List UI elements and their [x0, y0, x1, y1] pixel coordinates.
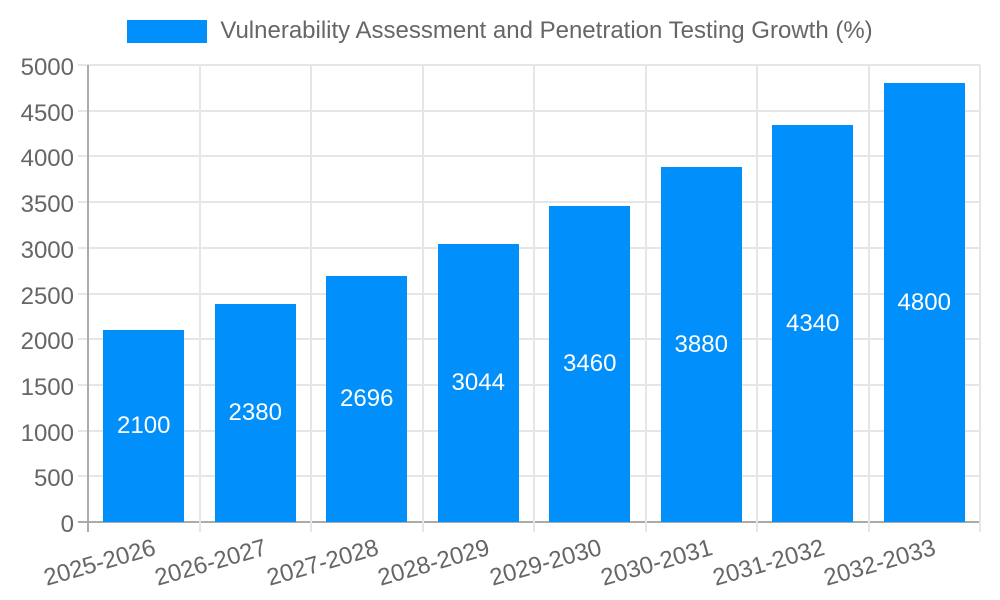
bar-value-label: 4800	[897, 288, 951, 316]
bar-2031-2032[interactable]	[772, 125, 853, 522]
x-tick-label: 2026-2027	[152, 534, 271, 592]
bar-value-label: 3460	[563, 349, 617, 377]
y-tick-label: 0	[60, 511, 74, 538]
bar-2027-2028[interactable]	[326, 275, 407, 522]
bar-value-label: 4340	[786, 309, 840, 337]
gridline	[78, 155, 980, 158]
gridline	[78, 429, 980, 432]
gridline	[78, 201, 980, 204]
x-tick-label: 2031-2032	[709, 534, 828, 592]
gridline	[78, 383, 980, 386]
x-tick-label: 2032-2033	[821, 534, 940, 592]
gridline	[756, 65, 758, 532]
gridline	[78, 109, 980, 112]
bar-value-label: 2696	[340, 384, 394, 412]
gridline	[78, 64, 980, 66]
x-tick-label: 2029-2030	[486, 534, 605, 592]
gridline	[198, 65, 201, 532]
bar-2032-2033[interactable]	[884, 83, 965, 522]
y-tick-label: 3500	[20, 191, 74, 219]
gridline	[78, 475, 980, 478]
chart-legend[interactable]: Vulnerability Assessment and Penetration…	[0, 17, 1000, 45]
bar-2029-2030[interactable]	[549, 205, 630, 522]
gridline	[78, 246, 980, 249]
bar-2028-2029[interactable]	[438, 243, 519, 522]
gridline	[78, 292, 980, 295]
x-tick-label: 2025-2026	[40, 534, 159, 592]
bar-2026-2027[interactable]	[215, 304, 296, 522]
gridline	[78, 338, 980, 341]
legend-series-marker	[127, 19, 208, 43]
legend-series-label: Vulnerability Assessment and Penetration…	[220, 17, 873, 44]
x-tick-label: 2027-2028	[263, 534, 382, 592]
y-axis-line	[87, 65, 89, 532]
y-tick-label: 5000	[20, 54, 74, 81]
y-tick-label: 4500	[20, 99, 74, 127]
gridline	[979, 65, 981, 532]
bar-2030-2031[interactable]	[661, 167, 742, 522]
y-tick-label: 2500	[20, 282, 74, 310]
gridline	[644, 65, 647, 532]
gridline	[421, 65, 424, 532]
y-tick-label: 3000	[20, 236, 74, 264]
x-axis-line	[78, 521, 980, 523]
gridline	[533, 65, 535, 532]
bar-value-label: 3044	[451, 368, 505, 396]
bar-2025-2026[interactable]	[103, 330, 184, 522]
x-tick-label: 2030-2031	[598, 534, 717, 592]
bar-value-label: 2380	[228, 399, 282, 427]
gridline	[310, 65, 312, 532]
bar-value-label: 3880	[674, 330, 728, 358]
gridline	[867, 65, 870, 532]
y-tick-label: 500	[33, 465, 74, 493]
y-tick-label: 1500	[20, 373, 74, 401]
y-tick-label: 2000	[20, 328, 74, 356]
x-tick-label: 2028-2029	[375, 534, 494, 592]
y-tick-label: 1000	[20, 419, 74, 447]
bar-value-label: 2100	[117, 412, 171, 440]
y-tick-label: 4000	[20, 145, 74, 173]
